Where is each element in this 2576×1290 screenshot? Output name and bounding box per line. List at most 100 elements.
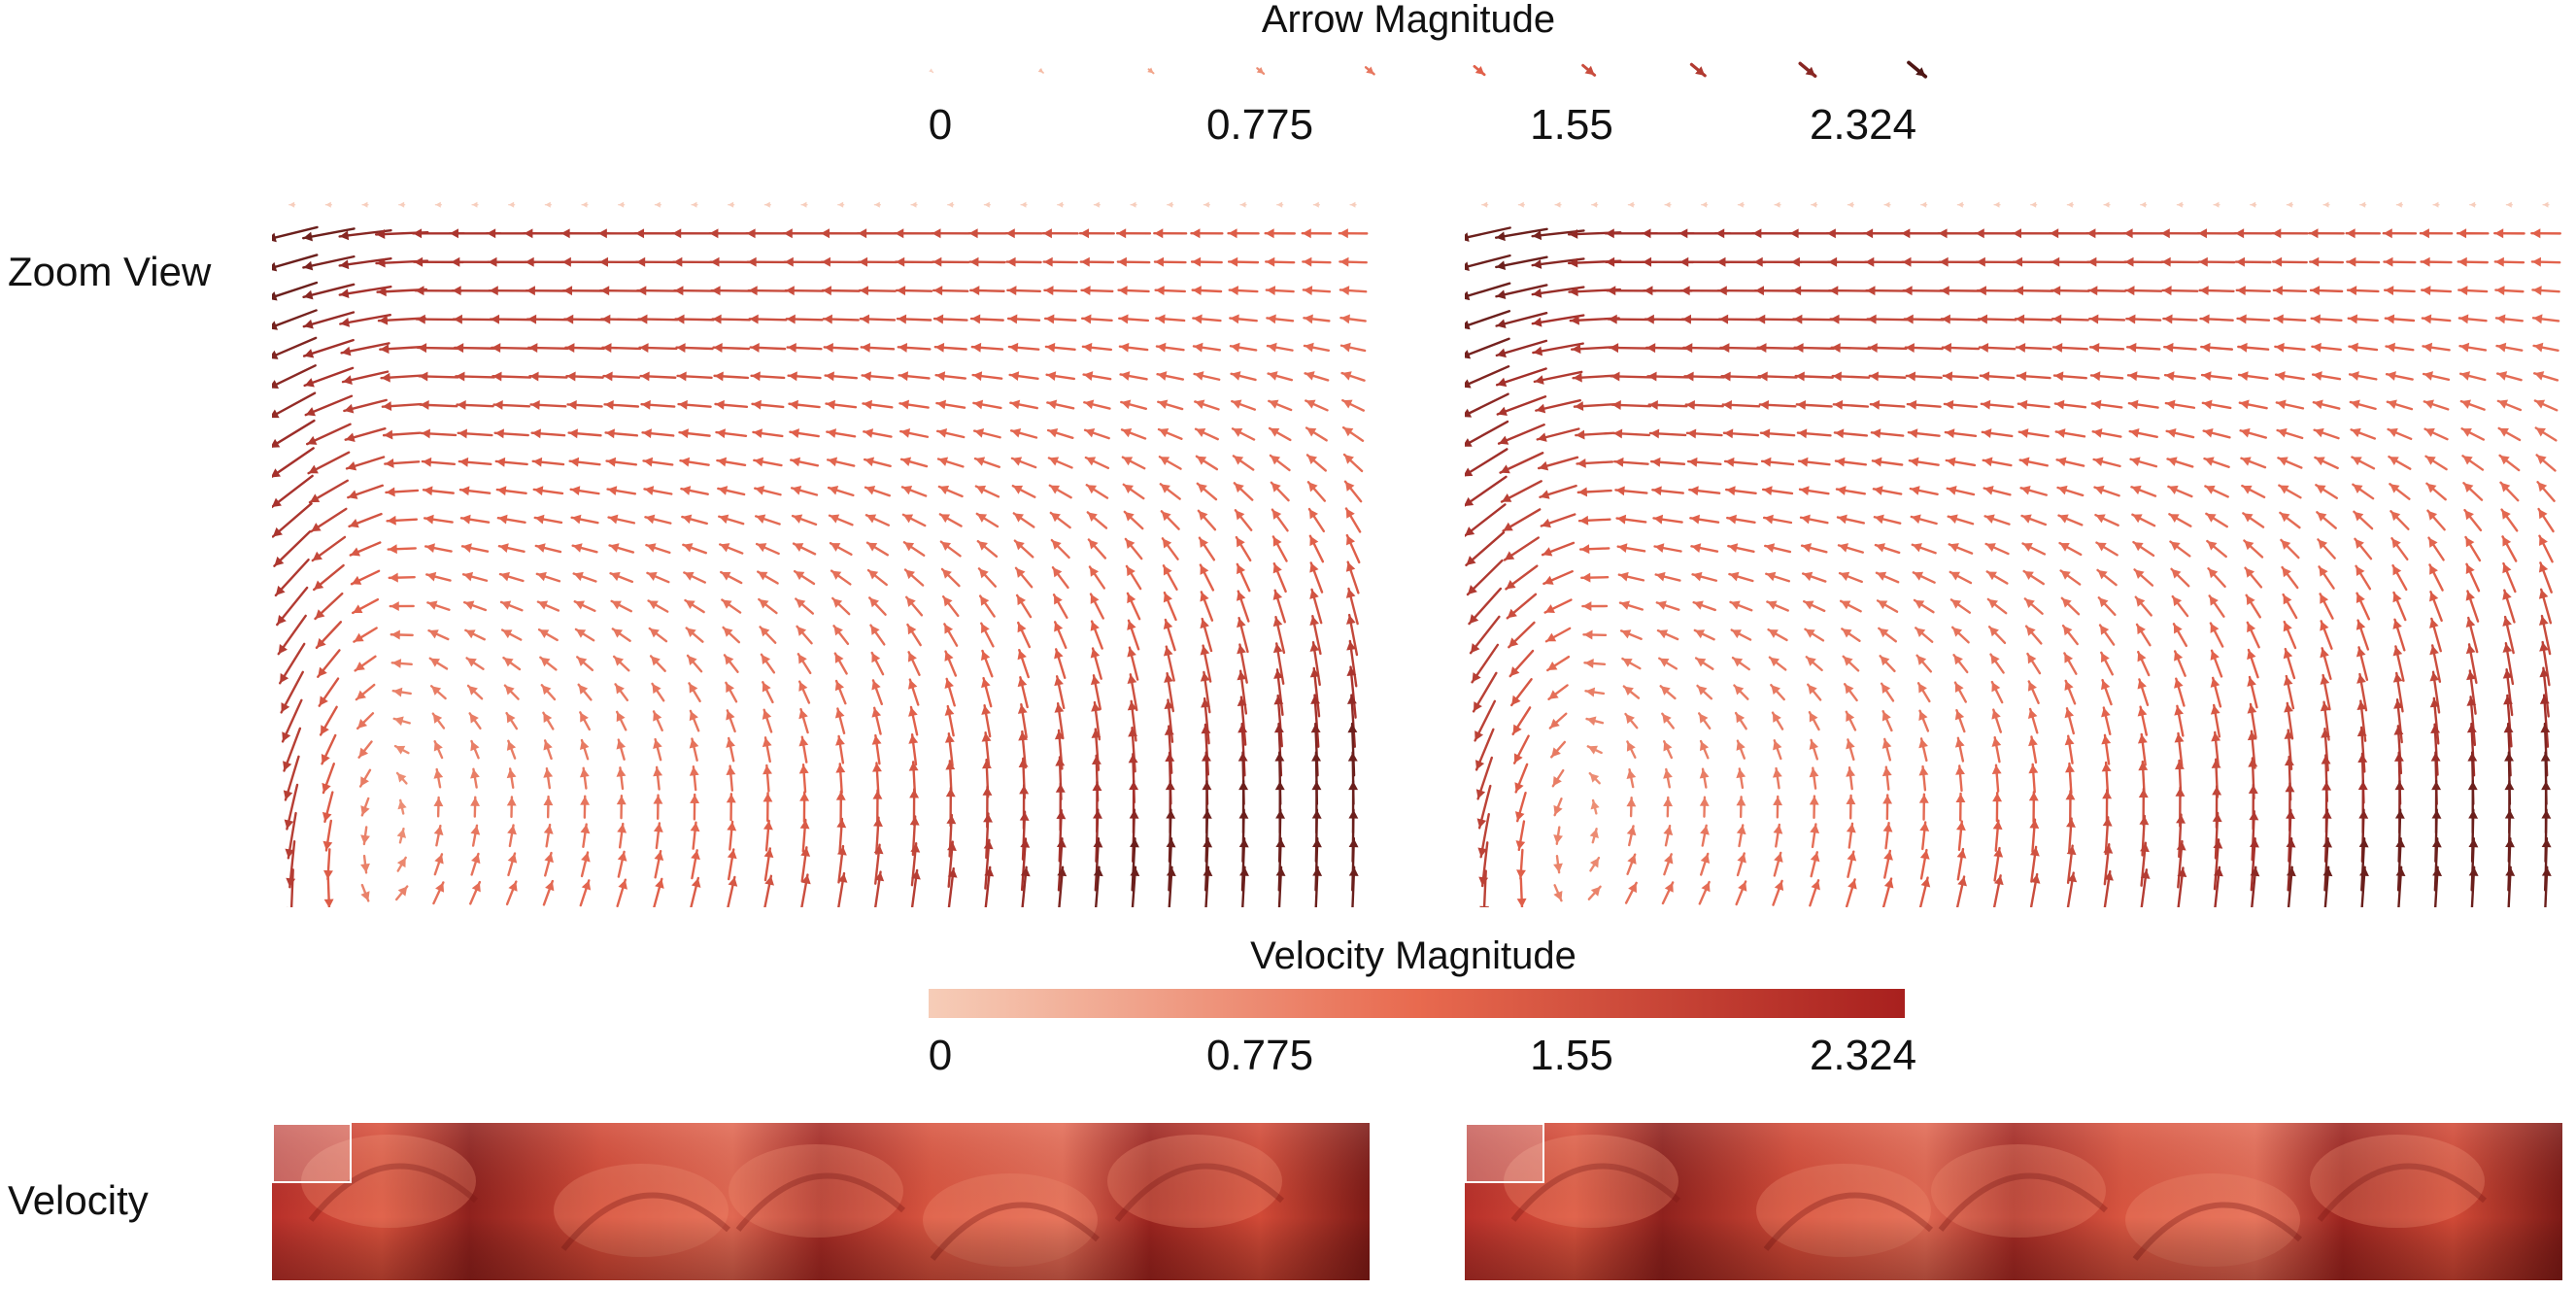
vector-arrow [1532,342,1584,356]
vector-arrow [396,827,407,844]
vector-arrow [2426,509,2446,531]
vector-arrow [2425,482,2447,501]
vector-arrow [2169,540,2191,558]
vector-arrow [543,823,554,848]
vector-arrow [2350,427,2377,440]
vector-arrow [428,657,449,670]
vector-arrow [717,486,746,496]
vector-arrow [2389,483,2411,500]
vector-arrow [823,342,859,353]
vector-arrow [944,650,958,677]
vector-arrow [1736,824,1746,848]
vector-arrow [1881,710,1893,732]
vector-arrow [1004,228,1043,239]
vector-arrow [1983,514,2011,526]
vector-arrow [278,642,306,685]
vector-arrow [1846,822,1856,849]
vector-arrow [871,706,882,735]
vector-arrow [675,343,714,353]
vector-arrow [349,541,382,557]
vector-arrow [570,514,599,525]
vector-arrow [1078,228,1115,239]
vector-arrow [2465,562,2481,593]
vector-arrow [468,712,482,730]
vector-arrow [1736,767,1746,790]
vector-arrow [746,256,790,267]
vector-arrow [1203,836,1213,892]
vector-arrow [2392,671,2404,713]
vector-arrow [2244,566,2263,589]
vector-arrow [1465,392,1509,418]
vector-arrow [465,657,485,670]
vector-arrow [653,765,663,791]
vector-arrow [910,201,918,208]
vector-arrow [272,336,318,359]
vector-arrow [2236,314,2271,324]
vector-arrow [302,283,356,300]
vector-arrow [1940,314,1982,324]
vector-arrow [2049,228,2092,239]
vector-arrow [1649,457,1686,467]
vector-arrow [1811,201,1818,208]
vector-arrow [2249,810,2259,862]
vector-arrow [679,457,710,467]
vector-arrow [396,856,407,872]
vector-arrow [579,711,592,731]
vector-arrow [1343,480,1363,503]
vector-arrow [2049,256,2091,267]
vector-arrow [790,486,819,496]
vector-arrow [2465,643,2478,684]
vector-arrow [1989,653,2005,674]
vector-arrow [462,600,488,612]
vector-arrow [2213,838,2223,891]
vector-arrow [1809,879,1820,907]
vector-arrow [1949,570,1973,585]
vector-arrow [1308,534,1325,563]
vector-arrow [2122,228,2165,239]
vector-arrow [1879,655,1896,673]
vector-arrow [976,539,999,559]
vector-arrow [1305,454,1327,472]
vector-arrow [1338,228,1369,239]
vector-arrow [2356,672,2368,712]
vector-arrow [1309,588,1323,625]
vector-arrow [1683,371,1726,382]
vector-arrow [747,286,789,296]
vector-arrow [688,682,701,703]
vector-arrow [1585,716,1605,727]
vector-arrow [1723,457,1758,467]
vector-arrow [2207,567,2226,589]
vector-arrow [1309,640,1321,687]
vector-arrow [835,734,845,764]
vector-arrow [2530,228,2561,239]
vector-arrow [1955,792,1966,822]
vector-arrow [1912,571,1936,584]
vector-arrow [2204,485,2229,498]
vector-arrow [858,286,897,296]
vector-arrow [1663,740,1674,760]
vector-arrow [1843,683,1858,702]
vector-arrow [1829,314,1873,324]
vector-arrow [315,621,343,650]
vector-arrow [2054,428,2086,438]
vector-arrow [690,793,700,821]
vector-arrow [2087,286,2127,296]
vector-arrow [1644,343,1691,354]
vector-arrow [1541,541,1576,557]
vector-arrow [391,687,412,697]
vector-arrow [1691,571,1718,582]
vector-arrow [2286,836,2296,892]
vector-arrow [1303,314,1331,324]
vector-arrow [1945,457,1977,467]
vector-arrow [1550,740,1567,759]
vector-arrow [1694,657,1714,670]
vector-arrow [1734,711,1747,730]
vector-arrow [1057,201,1065,208]
vector-arrow [2309,286,2344,296]
vector-arrow [1153,228,1188,239]
vector-arrow [580,823,591,849]
vector-arrow [899,457,929,468]
vector-arrow [2532,342,2559,353]
vector-arrow [726,709,736,733]
vector-arrow [1626,768,1637,789]
